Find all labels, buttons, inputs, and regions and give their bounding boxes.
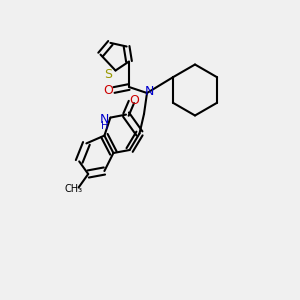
Text: H: H: [101, 121, 108, 131]
Text: O: O: [130, 94, 139, 107]
Text: CH₃: CH₃: [64, 184, 82, 194]
Text: N: N: [145, 85, 154, 98]
Text: S: S: [104, 68, 112, 82]
Text: O: O: [104, 83, 113, 97]
Text: N: N: [100, 112, 109, 126]
